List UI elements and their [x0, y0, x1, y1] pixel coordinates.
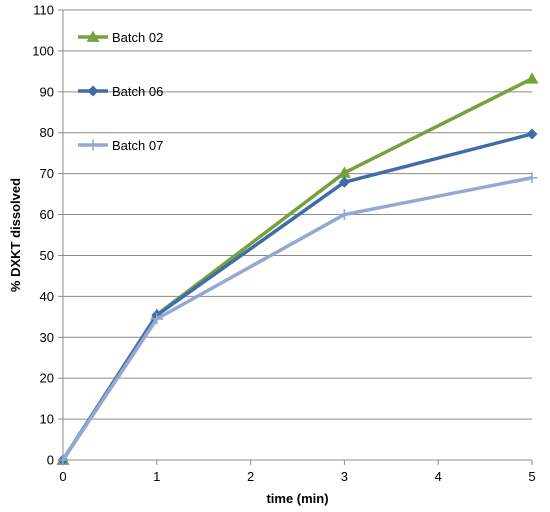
y-tick-label: 70	[40, 166, 54, 181]
x-tick-label: 4	[435, 469, 442, 484]
data-point	[57, 454, 69, 466]
legend: Batch 02 Batch 06 Batch 07	[78, 30, 163, 153]
y-tick-label: 60	[40, 207, 54, 222]
data-point	[525, 72, 539, 84]
x-tick-label: 1	[153, 469, 160, 484]
y-tick-label: 100	[32, 43, 54, 58]
x-tick-label: 3	[341, 469, 348, 484]
data-point	[526, 128, 538, 140]
x-tick-label: 0	[59, 469, 66, 484]
axis-layer: 0 10 20 30 40 50 60 70 80 90 100 110 0 1 2 3 4 5	[32, 3, 535, 485]
legend-entry: Batch 06	[78, 84, 163, 99]
legend-marker	[86, 30, 100, 42]
y-tick-label: 20	[40, 371, 54, 386]
y-tick-label: 80	[40, 125, 54, 140]
data-point	[338, 209, 350, 221]
x-tick-label: 5	[528, 469, 535, 484]
legend-marker	[87, 139, 99, 151]
y-tick-label: 90	[40, 84, 54, 99]
data-point	[338, 176, 350, 188]
y-tick-label: 40	[40, 289, 54, 304]
series-line	[61, 132, 533, 461]
legend-label: Batch 07	[112, 138, 163, 153]
series-line	[61, 77, 533, 461]
legend-marker	[87, 85, 99, 97]
y-axis-title: % DXKT dissolved	[8, 178, 23, 292]
y-tick-label: 110	[33, 3, 54, 18]
data-point	[526, 172, 538, 184]
legend-label: Batch 06	[112, 84, 163, 99]
series-line	[61, 176, 533, 461]
y-tick-label: 50	[40, 248, 54, 263]
legend-entry: Batch 07	[78, 138, 163, 153]
y-tick-label: 10	[40, 412, 54, 427]
x-axis-title: time (min)	[266, 491, 328, 506]
legend-entry: Batch 02	[78, 30, 163, 45]
legend-label: Batch 02	[112, 30, 163, 45]
series-batch-07	[57, 172, 538, 466]
y-tick-label: 0	[47, 453, 54, 468]
series-layer	[56, 72, 539, 466]
x-tick-label: 2	[247, 469, 254, 484]
y-tick-label: 30	[40, 330, 54, 345]
series-batch-02	[56, 72, 539, 465]
series-batch-06	[57, 128, 538, 466]
data-point	[337, 166, 351, 178]
data-point	[151, 313, 163, 325]
